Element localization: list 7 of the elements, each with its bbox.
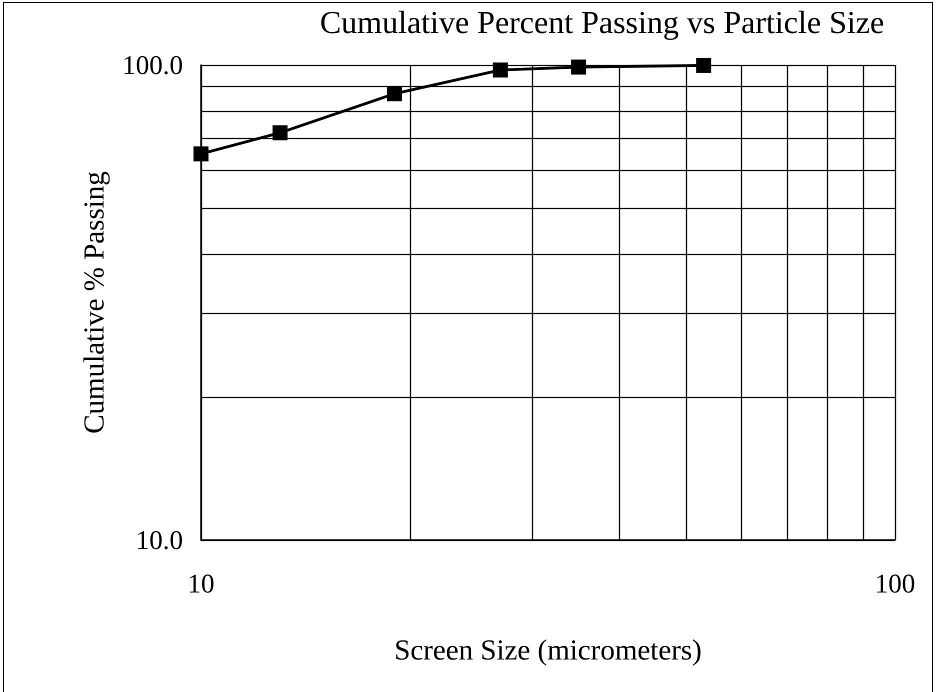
y-axis-title: Cumulative % Passing <box>78 171 110 434</box>
y-tick-label: 10.0 <box>136 525 183 555</box>
chart-title: Cumulative Percent Passing vs Particle Size <box>320 4 884 40</box>
x-axis-title: Screen Size (micrometers) <box>394 634 702 666</box>
x-tick-label: 10 <box>188 568 214 598</box>
y-tick-label: 100.0 <box>122 50 183 80</box>
x-tick-label: 100 <box>874 568 916 598</box>
